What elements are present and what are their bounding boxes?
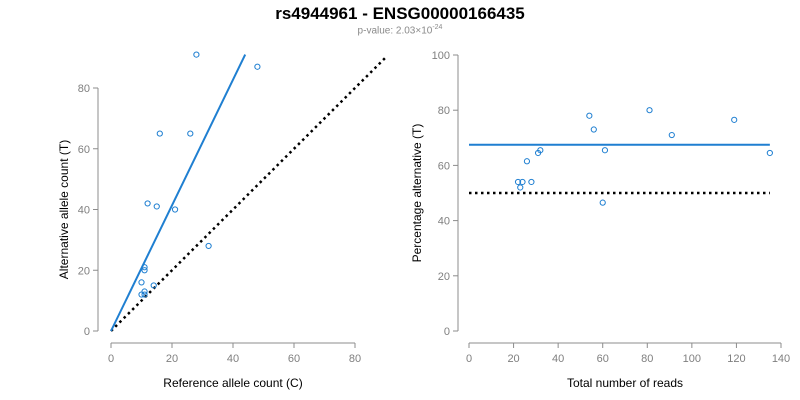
data-point <box>153 203 160 210</box>
y-tick-label: 20 <box>438 271 450 283</box>
data-point <box>601 147 609 154</box>
y-axis-title: Percentage alternative (T) <box>410 124 424 263</box>
data-point <box>156 130 163 137</box>
data-point <box>193 51 200 58</box>
data-point <box>586 112 593 119</box>
data-point <box>766 149 773 157</box>
data-point <box>668 131 675 139</box>
data-point <box>141 264 148 271</box>
data-point <box>138 279 145 286</box>
data-point <box>141 267 148 274</box>
plot-panel-left: 0 20 40 60 80 0 20 40 60 80 Reference allele count… <box>57 51 387 390</box>
x-tick-label: 140 <box>772 353 790 365</box>
data-point <box>731 116 738 123</box>
data-point <box>537 147 544 154</box>
data-point <box>528 178 535 186</box>
y-tick-label: 60 <box>438 160 450 172</box>
reference-line <box>110 56 387 332</box>
y-tick-label: 60 <box>78 144 90 156</box>
x-tick-label: 40 <box>227 353 239 365</box>
data-point <box>523 158 531 165</box>
x-tick-label: 60 <box>597 353 609 365</box>
y-tick-label: 40 <box>78 205 90 217</box>
data-point <box>646 107 653 114</box>
y-tick-label: 100 <box>432 50 450 62</box>
x-tick-label: 0 <box>108 353 114 365</box>
x-tick-label: 0 <box>466 353 472 365</box>
y-tick-label: 0 <box>84 326 90 338</box>
y-tick-label: 20 <box>78 265 90 277</box>
p-value-exponent: -24 <box>432 24 443 31</box>
x-tick-label: 20 <box>166 353 178 365</box>
y-axis-title: Alternative allele count (T) <box>57 140 71 279</box>
data-point <box>187 130 194 137</box>
data-point <box>205 242 212 250</box>
data-point <box>150 282 157 289</box>
x-tick-label: 80 <box>349 353 361 365</box>
y-tick-label: 0 <box>444 326 450 338</box>
data-point <box>171 206 179 213</box>
x-tick-label: 100 <box>683 353 701 365</box>
data-point <box>517 184 524 191</box>
x-tick-label: 80 <box>641 353 653 365</box>
data-point <box>138 291 145 298</box>
y-tick-label: 40 <box>438 216 450 228</box>
data-point <box>514 178 522 186</box>
x-tick-label: 20 <box>507 353 519 365</box>
fit-line <box>110 54 247 332</box>
p-value-subtitle: p-value: 2.03×10-24 <box>0 24 800 36</box>
data-point <box>590 126 597 133</box>
data-point <box>254 63 261 70</box>
data-point <box>519 178 526 186</box>
data-point <box>141 291 148 298</box>
x-tick-label: 60 <box>288 353 300 365</box>
y-tick-label: 80 <box>438 105 450 117</box>
x-axis-title: Reference allele count (C) <box>163 376 302 390</box>
y-tick-label: 80 <box>78 83 90 95</box>
x-tick-label: 120 <box>727 353 745 365</box>
data-point <box>144 200 151 207</box>
chart-title: rs4944961 - ENSG00000166435 <box>275 4 525 23</box>
x-tick-label: 40 <box>552 353 564 365</box>
p-value-text: p-value: 2.03×10 <box>357 25 433 37</box>
data-point <box>599 199 606 206</box>
x-axis-title: Total number of reads <box>567 376 683 390</box>
